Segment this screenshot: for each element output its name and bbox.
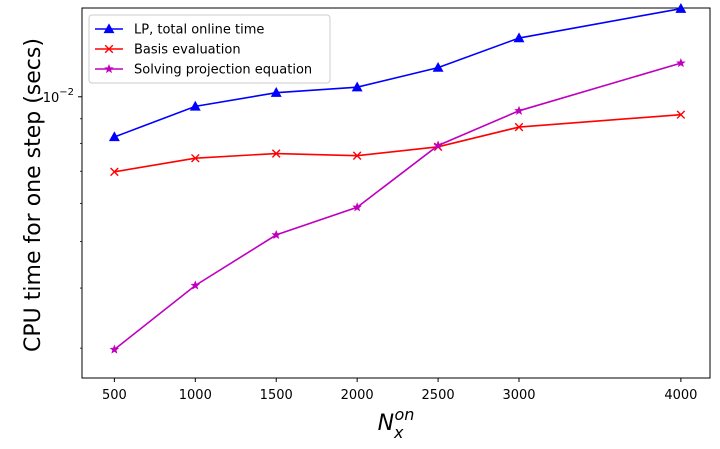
data-point (676, 58, 686, 68)
data-point (513, 32, 525, 43)
x-tick-label: 2500 (422, 388, 455, 403)
x-tick-label: 4000 (664, 388, 697, 403)
data-point (191, 153, 200, 163)
series-3 (109, 58, 686, 354)
plot-frame (81, 7, 711, 379)
y-tick-label: 10−2 (43, 87, 74, 106)
legend-marker (104, 63, 114, 74)
data-point (270, 87, 282, 97)
data-point (189, 100, 201, 111)
data-point (109, 344, 120, 354)
data-point (190, 280, 201, 290)
x-axis-ticks: 500 1000 1500 2000 2500 3000 4000 (102, 378, 697, 403)
data-point (514, 105, 524, 115)
legend-label: Solving projection equation (134, 63, 312, 78)
data-point (433, 140, 443, 150)
y-axis-label: CPU time for one step (secs) (21, 38, 46, 352)
data-point (108, 131, 120, 142)
data-point (514, 122, 524, 132)
x-tick-label: 2000 (341, 388, 374, 403)
x-tick-label: 1000 (179, 388, 212, 403)
data-point (676, 110, 686, 119)
legend-label: Basis evaluation (134, 43, 241, 58)
legend-marker (104, 44, 114, 54)
y-axis-ticks: 10−2 (43, 87, 82, 349)
data-point (351, 81, 363, 92)
x-tick-label: 3000 (502, 388, 535, 403)
legend-marker (103, 23, 115, 34)
data-point (352, 202, 362, 212)
legend-item: LP, total online time (95, 23, 264, 38)
legend-item: Solving projection equation (95, 63, 312, 78)
data-point (271, 229, 282, 239)
legend-box (88, 14, 331, 84)
data-point (675, 3, 687, 13)
data-point (432, 61, 444, 72)
data-point (271, 149, 281, 158)
legend: LP, total online time Basis evaluation Sol… (88, 14, 331, 84)
legend-label: LP, total online time (134, 23, 264, 38)
legend-item: Basis evaluation (95, 43, 241, 58)
x-tick-label: 1500 (260, 388, 293, 403)
x-tick-label: 500 (102, 388, 127, 403)
x-axis-label: Nxon (378, 405, 415, 442)
data-point (352, 151, 362, 161)
series-1 (108, 3, 687, 142)
data-point (110, 167, 119, 177)
series-layer (108, 3, 687, 354)
